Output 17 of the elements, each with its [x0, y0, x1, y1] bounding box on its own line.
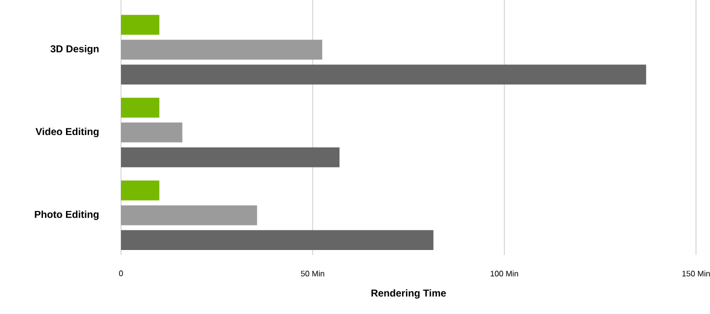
- bar: [121, 147, 340, 168]
- x-tick-label: 100 Min: [490, 270, 518, 276]
- x-tick-label: 0: [119, 270, 123, 276]
- bar: [121, 98, 160, 118]
- bar: [121, 40, 322, 60]
- bar: [121, 122, 182, 142]
- bar: [121, 180, 160, 200]
- x-tick-label: 50 Min: [300, 270, 324, 276]
- x-tick-label: 150 Min: [682, 270, 710, 276]
- y-tick-label: Video Editing: [36, 128, 99, 138]
- bar: [121, 64, 646, 84]
- bar: [121, 205, 258, 226]
- x-axis-title: Rendering Time: [371, 289, 446, 299]
- bar: [121, 230, 434, 250]
- y-tick-label: Photo Editing: [34, 210, 99, 220]
- bar: [121, 14, 160, 35]
- y-tick-label: 3D Design: [50, 45, 99, 54]
